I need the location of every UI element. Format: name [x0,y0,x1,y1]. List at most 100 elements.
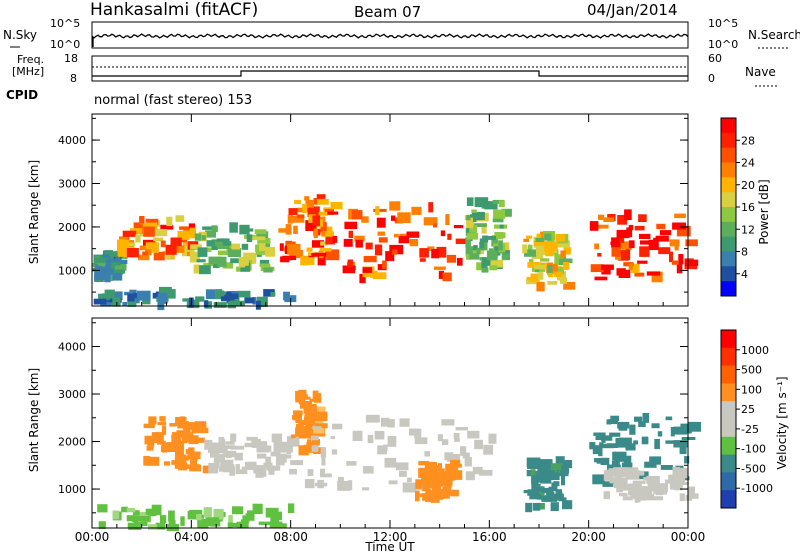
power-cells-cell [145,249,152,254]
vel-cells-cell [258,521,270,525]
power-cells-cell [312,240,325,248]
vel-cells-cell [384,457,397,468]
vel-cells-cell [617,421,630,429]
vel-cells-cell [362,466,374,474]
power-cells-cell [317,211,329,216]
power-cells-cell [122,230,137,237]
power-cells-cell [317,256,326,266]
power-cells-cell [553,271,563,278]
power-ylabel: Slant Range [km] [27,160,41,264]
vel-cells-cell [680,423,691,428]
power-cells-cell [175,215,185,222]
power-cells-cell [445,214,450,225]
power-cells-cell [199,265,211,275]
x-tick-label: 04:00 [174,530,209,544]
power-cells-cell [674,243,679,251]
vel-cells-cell [555,495,562,501]
vel-cells-cell [474,439,483,450]
power-cells-cell [618,241,633,250]
power-cells-cell [320,241,328,246]
vel-cells-cell [200,423,207,433]
vel-cells-cell [261,470,267,477]
vel-cells-cell [112,510,120,520]
vel-axis-tick-label: 2000 [58,436,86,449]
power-cells-cell [493,209,506,219]
power-cells-cell [229,222,238,233]
vel-cells-cell [529,463,541,467]
vel-cbar-tick-label: 500 [741,364,762,377]
power-cells-cell [257,296,268,307]
power-cells-cell [173,245,185,253]
power-cells-cell [227,298,237,309]
vel-cells-cell [626,470,632,476]
vel-cells-cell [638,421,646,427]
power-cells-cell [183,242,190,246]
power-cells-cell [466,232,478,240]
power-cbar-swatch [721,132,736,149]
power-cells-cell [538,272,544,280]
power-cells-cell [625,249,631,260]
power-cells-cell [205,289,216,300]
power-cells-cell [676,262,683,274]
vel-cells-cell [289,468,297,475]
power-cells-cell [382,260,387,270]
vel-cells-cell [621,462,633,471]
power-cells-cell [617,215,628,225]
vel-cells-cell [634,490,646,500]
power-cells-cell [473,245,478,252]
vel-cells-cell [217,447,228,454]
vel-cells-cell [441,419,455,426]
vel-cells-cell [362,487,370,491]
noise-panel-frame [91,21,689,49]
vel-cells-cell [147,442,155,447]
power-cells-cell [203,300,209,308]
noise-left-tick-top: 10^5 [50,17,80,30]
vel-cells-cell [643,477,656,481]
power-cells-cell [465,246,477,257]
power-cells-cell [95,257,109,263]
vel-cells-cell [427,461,436,471]
power-cells-cell [628,240,635,249]
power-cells-cell [465,237,471,248]
vel-cells-cell [673,440,688,448]
power-cells-cell [489,265,498,271]
vel-cells-cell [203,507,212,518]
power-cells-cell [481,267,489,273]
power-cells-cell [263,267,273,273]
power-cells-cell [300,256,309,266]
vel-cells-cell [295,399,302,403]
vel-cells-cell [608,419,618,425]
vel-cells-cell [425,492,439,502]
power-cells-cell [226,293,239,299]
velocity-ylabel: Slant Range [km] [27,368,41,472]
vel-cells-cell [472,466,483,475]
vel-cells-cell [623,455,632,465]
freq-tick-top: 18 [64,52,78,65]
vel-cells-cell [593,432,606,436]
power-cells-cell [423,217,438,226]
power-cells-cell [193,264,201,274]
vel-cells-cell [232,506,244,515]
vel-cells-cell [146,446,154,451]
vel-cells-cell [592,445,603,455]
power-cells-cell [177,230,190,240]
vel-cells-cell [178,447,185,451]
vel-cells-cell [236,521,249,528]
power-cells-cell [326,249,340,261]
power-cells-cell [98,293,109,301]
power-cbar-swatch [721,251,736,267]
vel-cells-cell [669,480,679,490]
power-cells-cell [241,257,249,266]
freq-left-label-1: Freq. [17,53,44,66]
power-cells-cell [305,199,314,208]
vel-cells-cell [418,461,429,466]
power-cells-cell [446,254,457,263]
power-cells-cell [494,232,504,240]
power-cells-cell [263,289,275,297]
vel-cells-cell [143,455,151,466]
vel-cbar-tick-label: -25 [741,423,759,436]
vel-cells-cell [678,467,688,479]
vel-cells-cell [144,435,154,445]
vel-cells-cell [550,502,559,512]
vel-cells-cell [171,438,181,445]
